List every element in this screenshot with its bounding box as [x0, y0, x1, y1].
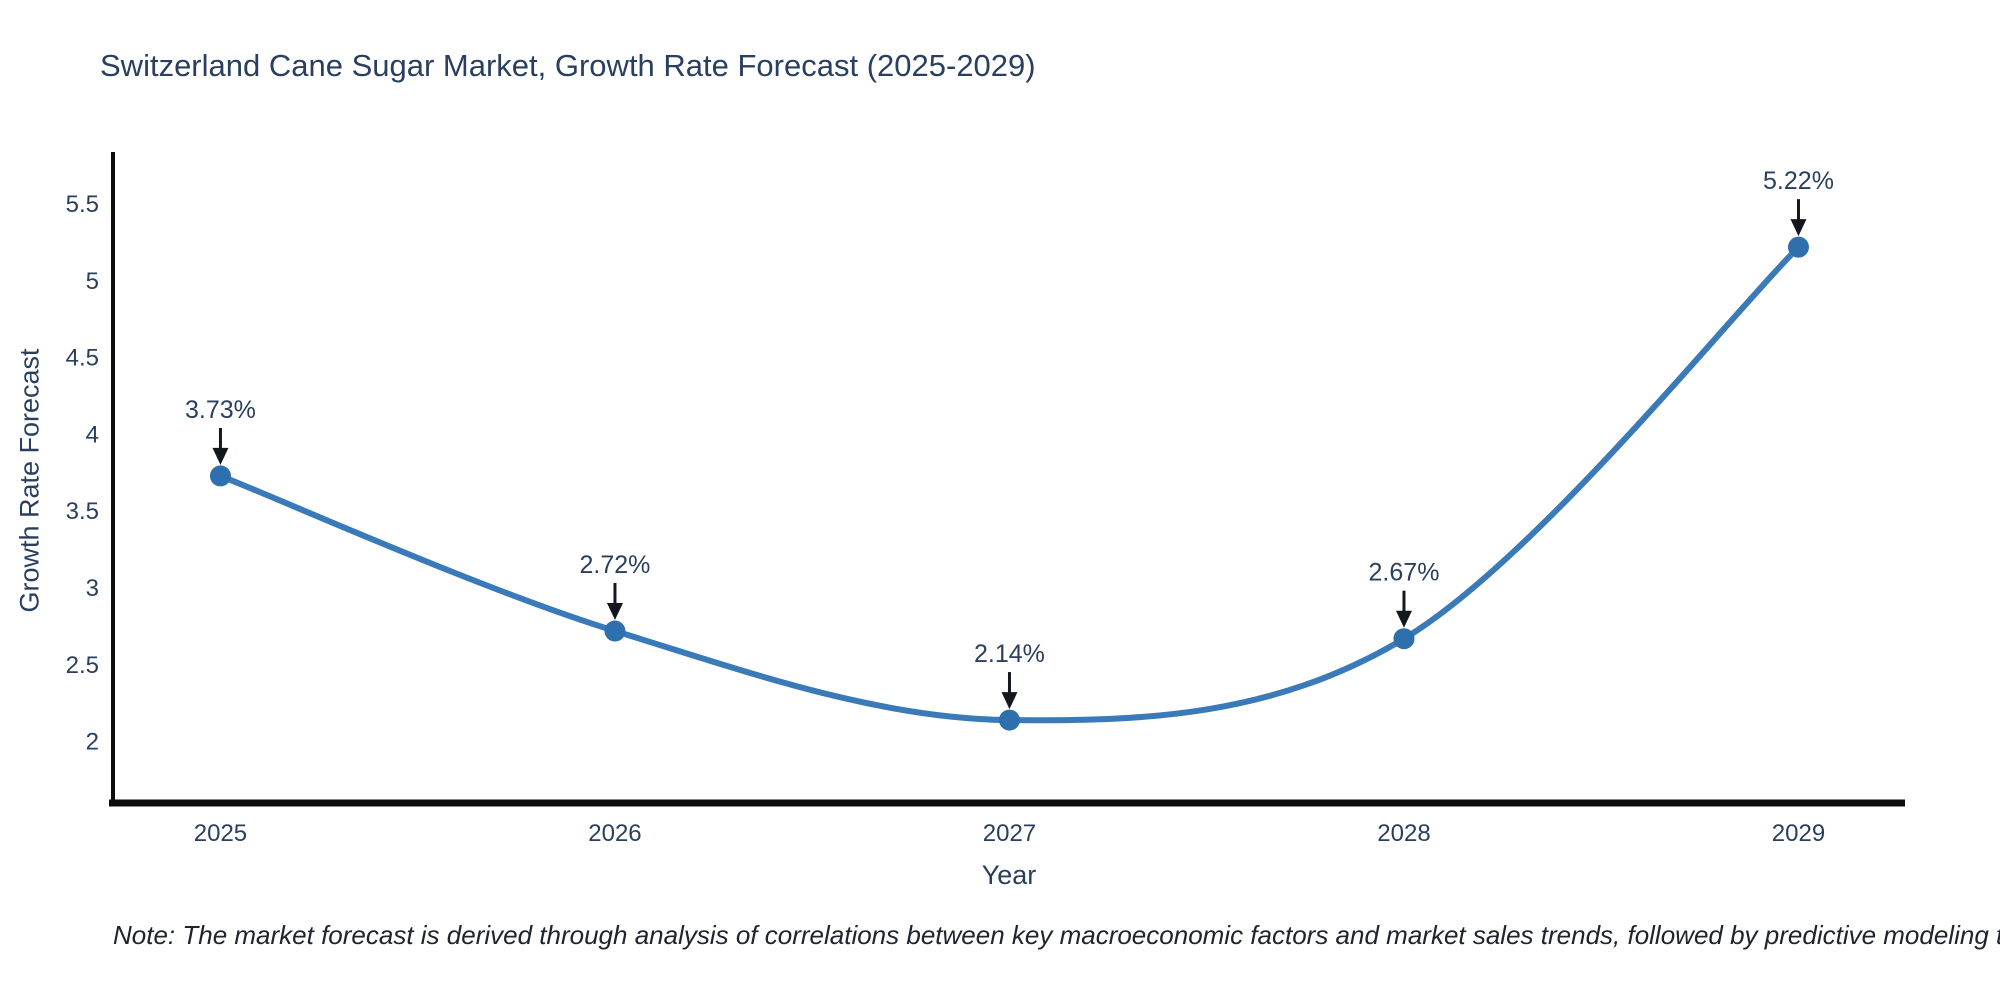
- y-tick-label: 3.5: [66, 498, 99, 525]
- annotation-arrowhead-icon: [1001, 692, 1018, 710]
- y-tick-label: 5: [86, 268, 99, 295]
- data-point[interactable]: [998, 709, 1020, 731]
- data-point[interactable]: [209, 465, 231, 487]
- data-point[interactable]: [1787, 236, 1809, 258]
- x-axis-title: Year: [981, 860, 1037, 890]
- annotation-arrowhead-icon: [1395, 610, 1412, 628]
- x-tick-label: 2028: [1377, 820, 1430, 847]
- annotation-arrowhead-icon: [606, 603, 623, 621]
- data-point[interactable]: [1393, 628, 1415, 650]
- y-tick-label: 4: [86, 421, 99, 448]
- point-annotation: 2.14%: [974, 640, 1045, 668]
- footnote: Note: The market forecast is derived thr…: [113, 920, 2000, 950]
- chart-title: Switzerland Cane Sugar Market, Growth Ra…: [100, 48, 1036, 83]
- x-tick-label: 2027: [983, 820, 1036, 847]
- x-tick-label: 2026: [588, 820, 641, 847]
- point-annotation: 2.72%: [580, 551, 651, 579]
- point-annotation: 2.67%: [1369, 559, 1440, 587]
- annotation-arrowhead-icon: [212, 447, 229, 465]
- y-tick-label: 3: [86, 575, 99, 602]
- y-tick-label: 2: [86, 729, 99, 756]
- x-tick-label: 2025: [194, 820, 247, 847]
- point-annotation: 3.73%: [185, 396, 256, 424]
- y-tick-label: 5.5: [66, 191, 99, 218]
- annotation-arrowhead-icon: [1790, 219, 1807, 237]
- point-annotation: 5.22%: [1763, 167, 1834, 195]
- x-tick-label: 2029: [1772, 820, 1825, 847]
- data-point[interactable]: [604, 620, 626, 642]
- y-tick-label: 2.5: [66, 652, 99, 679]
- y-tick-label: 4.5: [66, 345, 99, 372]
